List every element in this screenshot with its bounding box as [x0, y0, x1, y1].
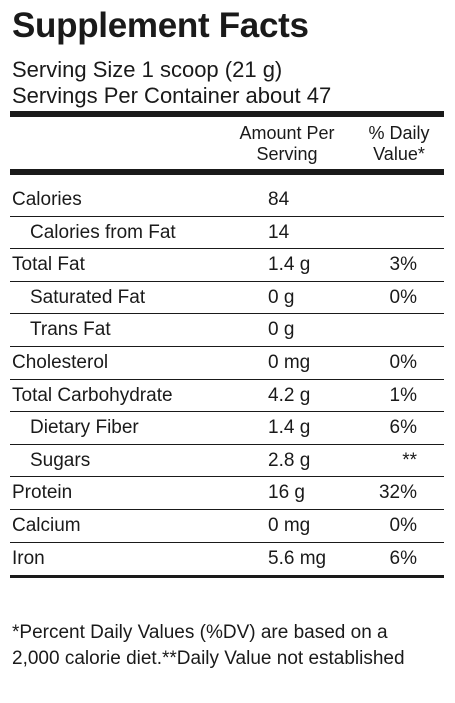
nutrient-amount: 0 mg: [268, 515, 311, 536]
nutrient-amount: 16 g: [268, 482, 305, 504]
row-divider: [10, 411, 444, 413]
nutrient-name: Sugars: [30, 449, 91, 471]
nutrient-name: Total Carbohydrate: [12, 384, 173, 406]
footnote-line-2: 2,000 calorie diet.**Daily Value not est…: [12, 648, 405, 669]
row-divider: [10, 476, 444, 478]
nutrient-daily-value: 6%: [389, 547, 417, 569]
nutrient-name: Calcium: [12, 515, 81, 536]
footnote-line-1: *Percent Daily Values (%DV) are based on…: [12, 622, 388, 643]
table-row: Calcium 0 mg 0%: [0, 510, 455, 542]
serving-size: Serving Size 1 scoop (21 g): [12, 57, 283, 82]
nutrient-name: Total Fat: [12, 254, 85, 276]
daily-value-header: % Daily Value*: [368, 123, 430, 164]
nutrient-amount: 5.6 mg: [268, 547, 327, 569]
row-divider: [10, 313, 444, 315]
table-row: Total Fat 1.4 g 3%: [0, 249, 455, 281]
nutrient-daily-value: 0%: [389, 286, 417, 308]
row-divider: [10, 443, 444, 445]
table-row: Sugars 2.8 g **: [0, 445, 455, 477]
amount-per-serving-header: Amount Per Serving: [239, 123, 335, 164]
nutrient-name: Dietary Fiber: [30, 417, 139, 439]
nutrient-name: Saturated Fat: [30, 286, 146, 308]
nutrient-name: Cholesterol: [12, 352, 109, 373]
nutrient-amount: 0 g: [268, 286, 295, 308]
table-row: Calories from Fat 14: [0, 217, 455, 249]
row-divider: [10, 541, 444, 543]
row-divider: [10, 378, 444, 380]
table-row: Saturated Fat 0 g 0%: [0, 282, 455, 314]
nutrient-name: Calories: [12, 189, 82, 210]
nutrient-name: Protein: [12, 482, 73, 504]
nutrient-daily-value: 32%: [378, 482, 417, 504]
nutrient-name: Trans Fat: [30, 319, 111, 341]
header-thick-rule: [10, 169, 444, 175]
row-divider: [10, 215, 444, 217]
table-bottom-rule: [10, 575, 444, 579]
row-divider: [10, 509, 444, 510]
nutrient-amount: 1.4 g: [268, 254, 311, 276]
nutrient-amount: 0 g: [268, 319, 295, 341]
nutrient-amount: 1.4 g: [268, 417, 311, 439]
nutrient-daily-value: 0%: [389, 352, 417, 373]
table-row: Protein 16 g 32%: [0, 477, 455, 509]
nutrient-daily-value: 6%: [389, 417, 417, 439]
nutrient-daily-value: 3%: [389, 254, 417, 276]
nutrient-amount: 84: [268, 189, 290, 210]
table-row: Dietary Fiber 1.4 g 6%: [0, 412, 455, 444]
table-row: Trans Fat 0 g: [0, 314, 455, 346]
table-row: Iron 5.6 mg 6%: [0, 543, 455, 575]
nutrient-name: Calories from Fat: [30, 221, 176, 243]
servings-per-container: Servings Per Container about 47: [12, 83, 332, 108]
nutrient-daily-value: **: [402, 449, 417, 471]
nutrient-amount: 2.8 g: [268, 449, 311, 471]
row-divider: [10, 248, 444, 250]
row-divider: [10, 346, 444, 347]
table-row: Cholesterol 0 mg 0%: [0, 347, 455, 379]
nutrient-amount: 14: [268, 221, 290, 243]
row-divider: [10, 280, 444, 282]
nutrient-daily-value: 0%: [389, 515, 417, 536]
top-thick-rule: [10, 111, 444, 117]
label-title: Supplement Facts: [12, 6, 309, 45]
nutrient-amount: 4.2 g: [268, 384, 311, 406]
nutrient-daily-value: 1%: [389, 384, 417, 406]
table-row: Calories 84: [0, 184, 455, 216]
table-row: Total Carbohydrate 4.2 g 1%: [0, 380, 455, 412]
footnote: *Percent Daily Values (%DV) are based on…: [12, 620, 452, 672]
nutrient-name: Iron: [12, 547, 45, 569]
nutrient-amount: 0 mg: [268, 352, 311, 373]
